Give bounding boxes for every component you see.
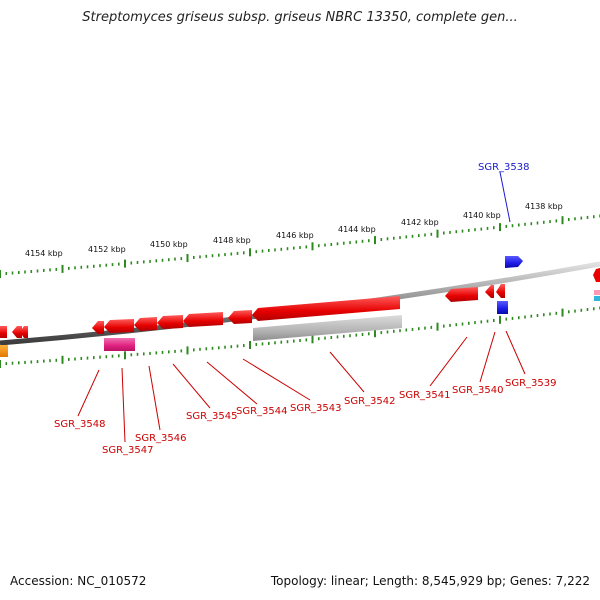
leader-sgr-3539: [505, 330, 526, 375]
scale-label-4150: 4150 kbp: [150, 240, 188, 249]
gene-arrow-sgr-3539[interactable]: [496, 284, 505, 298]
label-leader-lines: [77, 171, 526, 443]
upper-scale-track: 4154 kbp 4152 kbp 4150 kbp 4148 kbp 4146…: [0, 202, 600, 278]
leader-sgr-3545: [172, 363, 211, 409]
gene-arrow-partial-right[interactable]: [593, 268, 600, 282]
gene-label-sgr-3545[interactable]: SGR_3545: [186, 411, 238, 422]
gene-label-sgr-3546[interactable]: SGR_3546: [135, 433, 187, 444]
leader-sgr-3541: [429, 336, 468, 387]
gene-bar-left-edge[interactable]: [0, 326, 7, 338]
leader-sgr-3542: [329, 351, 365, 393]
gene-label-sgr-3540[interactable]: SGR_3540: [452, 385, 504, 396]
gene-label-sgr-3548[interactable]: SGR_3548: [54, 419, 106, 430]
gene-arrow-sgr-3540[interactable]: [485, 285, 494, 298]
genome-summary: Topology: linear; Length: 8,545,929 bp; …: [270, 574, 590, 588]
leader-sgr-3540: [479, 331, 496, 383]
forward-strand-genes: [505, 256, 600, 301]
gene-bar-left-edge-orange[interactable]: [0, 345, 8, 357]
map-title: Streptomyces griseus subsp. griseus NBRC…: [82, 10, 518, 25]
leader-sgr-3547: [121, 367, 126, 443]
gene-label-sgr-3543[interactable]: SGR_3543: [290, 403, 342, 414]
accession-label: Accession: NC_010572: [10, 574, 147, 588]
gene-label-sgr-3538[interactable]: SGR_3538: [478, 162, 530, 173]
leader-sgr-3538: [499, 171, 511, 223]
gene-arrow-sgr-3538[interactable]: [505, 256, 523, 268]
leader-sgr-3546: [148, 365, 161, 431]
gene-arrow-sgr-3541[interactable]: [445, 287, 478, 302]
scale-label-4144: 4144 kbp: [338, 225, 376, 234]
scale-label-4154: 4154 kbp: [25, 249, 63, 258]
leader-sgr-3548: [77, 369, 100, 417]
leader-sgr-3544: [206, 361, 258, 405]
lower-tick-marks: [0, 306, 600, 368]
gene-arrow-left-2[interactable]: [20, 326, 28, 338]
gene-label-sgr-3541[interactable]: SGR_3541: [399, 390, 451, 401]
gene-bar-blue-3539[interactable]: [497, 301, 508, 314]
scale-label-4140: 4140 kbp: [463, 211, 501, 220]
pseudo-gene-bar[interactable]: [253, 315, 402, 341]
scale-label-4146: 4146 kbp: [276, 231, 314, 240]
gene-arrow-sgr-3541-large[interactable]: [252, 296, 400, 321]
gene-label-sgr-3539[interactable]: SGR_3539: [505, 378, 557, 389]
rna-gene-sgr-3547[interactable]: [104, 338, 135, 351]
gene-arrow-sgr-3546[interactable]: [104, 319, 134, 333]
scale-label-4152: 4152 kbp: [88, 245, 126, 254]
upper-tick-marks: [0, 214, 600, 278]
gene-labels: SGR_3538 SGR_3539 SGR_3540 SGR_3541 SGR_…: [54, 162, 557, 456]
gene-arrow-sgr-3542[interactable]: [228, 310, 252, 324]
gene-arrow-sgr-3543[interactable]: [183, 312, 223, 327]
gene-arrow-sgr-3545[interactable]: [134, 317, 157, 331]
gene-label-sgr-3542[interactable]: SGR_3542: [344, 396, 396, 407]
gene-arrow-sgr-3548[interactable]: [92, 321, 104, 334]
leader-sgr-3543: [242, 358, 311, 401]
scale-label-4142: 4142 kbp: [401, 218, 439, 227]
gene-arrow-left-1[interactable]: [12, 326, 22, 338]
gene-label-sgr-3544[interactable]: SGR_3544: [236, 406, 288, 417]
scale-label-4138: 4138 kbp: [525, 202, 563, 211]
reverse-strand-genes: [0, 284, 508, 357]
gene-label-sgr-3547[interactable]: SGR_3547: [102, 445, 154, 456]
scale-label-4148: 4148 kbp: [213, 236, 251, 245]
gene-arrow-sgr-3544[interactable]: [157, 315, 183, 329]
gene-bar-right-edge-2: [594, 296, 600, 301]
gene-bar-right-edge: [594, 290, 600, 295]
